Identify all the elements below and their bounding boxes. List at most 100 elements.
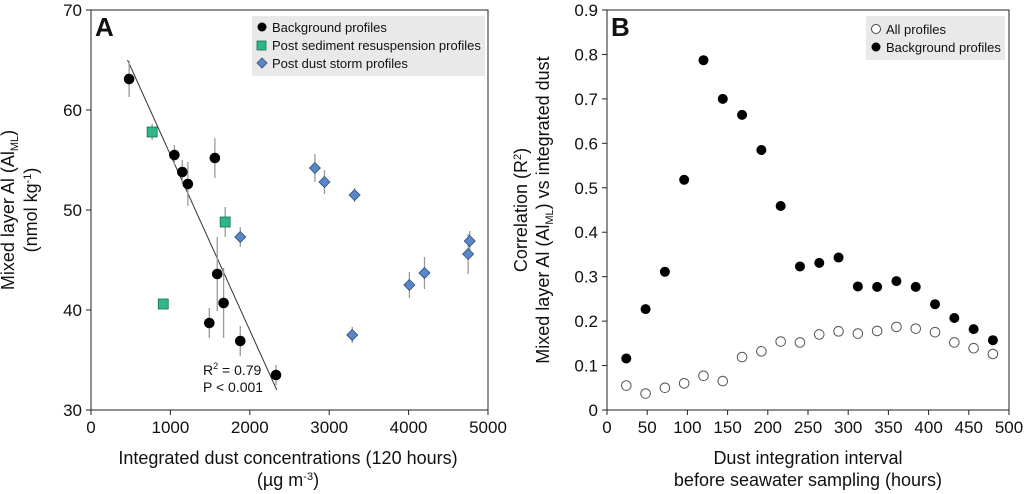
all-profiles-point [871, 325, 883, 337]
panel-a-ytick-label: 40 [63, 301, 82, 320]
panel-b-xlabel-line1: Dust integration interval [713, 448, 902, 468]
sediment-resuspension-point [219, 216, 231, 228]
panel-b-xtick-label: 200 [754, 418, 782, 437]
legend-background-profiles-b-marker [871, 42, 881, 52]
all-profiles-point [659, 382, 671, 394]
all-profiles-point [717, 375, 729, 387]
panel-a-ylabel-line1: Mixed layer Al (AlML) [0, 130, 21, 290]
background-profile-point [204, 317, 215, 329]
panel-a-legend: Background profiles Post sediment resusp… [252, 16, 485, 76]
dust-storm-point [418, 266, 431, 280]
dust-storm-point [348, 188, 361, 202]
dust-storm-point [234, 230, 247, 244]
panel-b-xlabel-line2: before seawater sampling (hours) [674, 470, 942, 490]
background-profiles-correlation-point [987, 335, 998, 346]
all-profiles-point [620, 380, 632, 391]
panel-b-ylabel-line2: Mixed layer Al (AlML) vs integrated dust [533, 56, 556, 363]
all-profiles-point [929, 326, 941, 338]
background-profiles-correlation-point [717, 93, 728, 104]
panel-a-xtick-label: 5000 [469, 418, 507, 437]
panel-b-legend-box [866, 16, 1005, 60]
panel-b-xtick-label: 500 [995, 418, 1023, 437]
background-profile-point [218, 297, 229, 309]
all-profiles-point [949, 337, 960, 348]
panel-b-xtick-label: 100 [673, 418, 701, 437]
panel-b-plot-frame [606, 9, 1010, 411]
dust-storm-point [463, 234, 476, 248]
background-profile-point [123, 73, 135, 85]
background-profiles-correlation-point [679, 174, 690, 185]
all-profiles-point [698, 370, 709, 382]
background-profiles-correlation-point [949, 313, 960, 323]
background-profiles-correlation-point [775, 201, 786, 211]
background-profiles-correlation-point [968, 324, 979, 335]
legend-sediment-resuspension-marker [256, 40, 267, 51]
all-profiles-point [736, 351, 748, 363]
background-profiles-correlation-point [910, 281, 921, 292]
legend-background-profiles-b-label: Background profiles [886, 40, 1001, 55]
panel-b-ytick-label: 0.6 [574, 134, 598, 153]
panel-b-xtick-label: 400 [914, 418, 942, 437]
all-profiles-point [833, 326, 844, 337]
panel-a-label: A [95, 12, 114, 42]
panel-a-ytick-label: 70 [63, 1, 82, 20]
all-profiles-point [640, 388, 651, 399]
panel-a-legend-box [252, 16, 485, 76]
background-profile-point [177, 166, 188, 178]
panel-a-ytick-label: 30 [63, 401, 82, 420]
legend-all-profiles-marker [871, 24, 881, 34]
all-profiles-point [794, 337, 806, 348]
panel-a-xtick-label: 3000 [310, 418, 348, 437]
background-profiles-correlation-point [794, 261, 805, 272]
panel-b-xtick-label: 350 [874, 418, 902, 437]
panel-a-ylabel-line2: (nmol kg-1) [21, 168, 41, 253]
background-profiles-correlation-point [872, 281, 883, 292]
panel-b-label: B [611, 12, 630, 42]
background-profiles-correlation-point [833, 252, 844, 263]
all-profiles-point [756, 346, 767, 357]
background-profiles-correlation-point [698, 55, 709, 66]
panel-b-ytick-label: 0.3 [574, 268, 598, 287]
panel-a-xlabel-line2: (µg m-3) [257, 470, 319, 490]
panel-a-ytick-label: 60 [63, 101, 82, 120]
panel-b-ytick-label: 0 [589, 401, 598, 420]
panel-a-p-annotation: P < 0.001 [203, 379, 263, 395]
all-profiles-point [910, 323, 922, 334]
all-profiles-point [775, 336, 786, 347]
background-profiles-correlation-point [930, 299, 941, 310]
panel-a-ytick-label: 50 [63, 201, 82, 220]
background-profiles-correlation-point [814, 257, 825, 268]
panel-b-chart: B 0 50 100 150 200 250 300 350 400 450 500 0 0.1 0.2 0… [511, 1, 1023, 490]
panel-b-xtick-label: 0 [602, 418, 611, 437]
legend-background-profiles-marker [257, 22, 267, 32]
dust-storm-point [318, 175, 331, 189]
background-profile-point [182, 178, 194, 190]
legend-dust-storm-marker [256, 57, 268, 69]
background-profiles-correlation-point [852, 281, 863, 292]
legend-sediment-resuspension-label: Post sediment resuspension profiles [272, 38, 481, 53]
all-profiles-point [813, 329, 825, 340]
panel-b-xtick-label: 450 [955, 418, 983, 437]
panel-b-ytick-label: 0.2 [574, 312, 598, 331]
panel-b-ytick-label: 0.7 [574, 90, 598, 109]
panel-b-xtick-label: 50 [638, 418, 657, 437]
background-profile-point [169, 149, 180, 161]
panel-a-xtick-label: 2000 [231, 418, 269, 437]
background-profile-point [234, 335, 246, 347]
panel-b-ylabel-line1: Correlation (R2) [511, 148, 531, 272]
panel-b-ytick-label: 0.5 [574, 179, 598, 198]
all-profiles-point [968, 342, 979, 354]
panel-b-ytick-label: 0.9 [574, 1, 598, 20]
sediment-resuspension-point [146, 126, 158, 138]
background-profiles-correlation-point [640, 304, 651, 315]
legend-background-profiles-label: Background profiles [272, 20, 387, 35]
panel-b-xtick-label: 300 [834, 418, 862, 437]
panel-a-xtick-label: 4000 [390, 418, 428, 437]
all-profiles-point [852, 328, 864, 339]
panel-a-xlabel-line1: Integrated dust concentrations (120 hour… [118, 448, 457, 468]
all-profiles-point [891, 321, 902, 333]
panel-a-regression-line [127, 59, 278, 391]
legend-all-profiles-label: All profiles [886, 22, 946, 37]
background-profiles-correlation-point [737, 109, 748, 120]
